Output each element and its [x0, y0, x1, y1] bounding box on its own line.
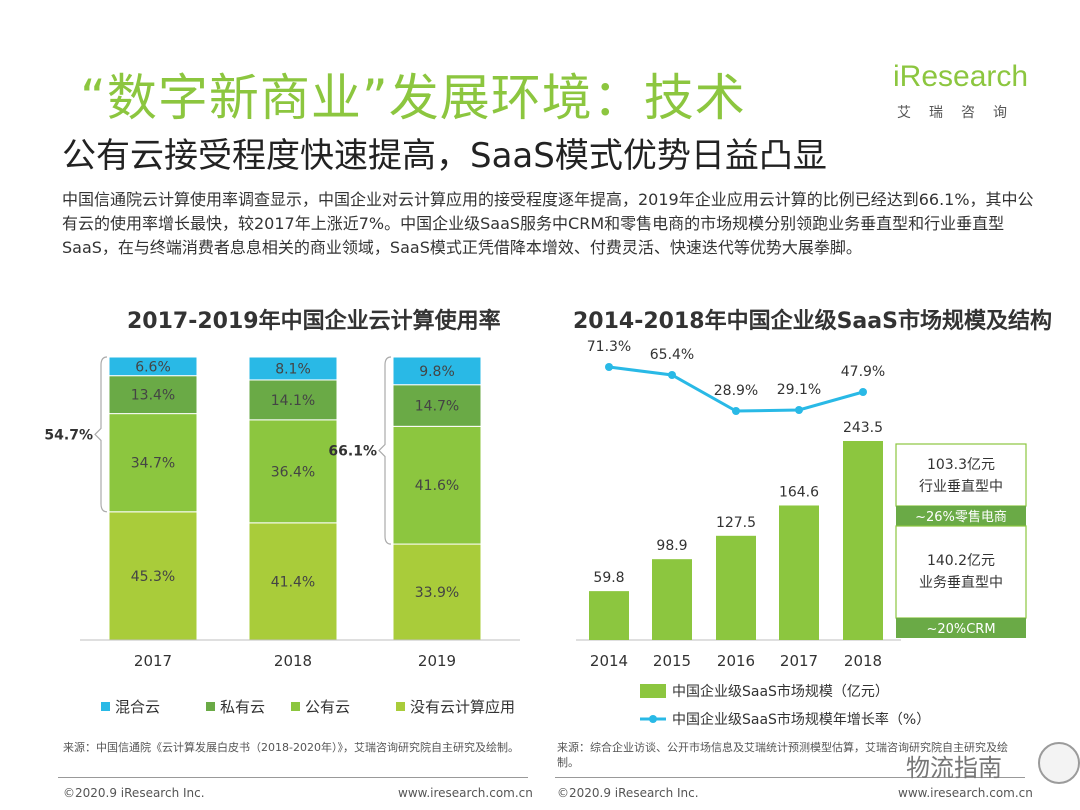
data-label: 41.4%: [271, 574, 315, 590]
source-right: 来源：综合企业访谈、公开市场信息及艾瑞统计预测模型估算，艾瑞咨询研究院自主研究及…: [557, 741, 1008, 769]
url-left[interactable]: www.iresearch.com.cn: [398, 786, 533, 800]
bar-segment: [392, 384, 482, 427]
growth-rate-point: [732, 407, 740, 415]
growth-rate-label: 28.9%: [714, 383, 758, 399]
footer-divider-left: [58, 777, 528, 778]
breakdown-value: 103.3亿元: [927, 457, 995, 473]
x-tick-label: 2019: [418, 652, 456, 670]
breakdown-share-bar: [896, 506, 1026, 526]
market-size-bar: [716, 535, 756, 640]
x-tick-label: 2018: [274, 652, 312, 670]
x-tick-label: 2017: [780, 652, 818, 670]
bracket-label: 66.1%: [328, 444, 377, 460]
bracket-line: [378, 356, 392, 545]
iresearch-logo: iResearch 艾瑞咨询: [893, 60, 1033, 130]
bar-segment: [248, 419, 338, 524]
watermark-logo-icon: [1038, 742, 1080, 784]
bar-segment: [392, 356, 482, 386]
bar-segment: [108, 511, 198, 641]
legend-label: 私有云: [220, 698, 265, 716]
breakdown-value: 140.2亿元: [927, 553, 995, 569]
legend-swatch: [206, 702, 215, 711]
legend-swatch: [640, 684, 666, 698]
data-label: 14.7%: [415, 399, 459, 415]
bar-value-label: 127.5: [716, 515, 756, 531]
data-label: 34.7%: [131, 456, 175, 472]
copyright-right: ©2020.9 iResearch Inc.: [557, 786, 699, 800]
x-tick-label: 2015: [653, 652, 691, 670]
bar-segment: [108, 375, 198, 415]
legend-marker: [649, 715, 657, 723]
data-label: 6.6%: [135, 359, 171, 375]
data-label: 14.1%: [271, 393, 315, 409]
growth-rate-label: 65.4%: [650, 347, 694, 363]
breakdown-share-label: ~26%零售电商: [915, 509, 1007, 525]
copyright-left: ©2020.9 iResearch Inc.: [63, 786, 205, 800]
bar-segment: [248, 356, 338, 381]
market-size-bar: [779, 505, 819, 640]
bar-value-label: 98.9: [656, 538, 687, 554]
intro-paragraph: 中国信通院云计算使用率调查显示，中国企业对云计算应用的接受程度逐年提高，2019…: [62, 190, 1034, 257]
breakdown-label: 行业垂直型中: [919, 478, 1003, 495]
bracket-label: 54.7%: [44, 427, 93, 443]
legend-swatch: [396, 702, 405, 711]
market-size-bar: [589, 591, 629, 640]
data-label: 41.6%: [415, 478, 459, 494]
page-title: “数字新商业”发展环境：技术: [80, 69, 746, 127]
url-right[interactable]: www.iresearch.com.cn: [898, 786, 1033, 800]
x-tick-label: 2017: [134, 652, 172, 670]
legend-swatch: [291, 702, 300, 711]
source-left: 来源：中国信通院《云计算发展白皮书（2018-2020年）》，艾瑞咨询研究院自主…: [63, 741, 519, 754]
legend-label: 中国企业级SaaS市场规模（亿元）: [672, 683, 889, 700]
x-tick-label: 2016: [717, 652, 755, 670]
market-size-bar: [843, 441, 883, 640]
data-label: 13.4%: [131, 388, 175, 404]
growth-rate-label: 47.9%: [841, 364, 885, 380]
legend-label: 没有云计算应用: [410, 698, 515, 716]
breakdown-share-bar: [896, 618, 1026, 638]
chart2-title: 2014-2018年中国企业级SaaS市场规模及结构: [573, 309, 1052, 334]
bar-segment: [392, 425, 482, 545]
x-tick-label: 2014: [590, 652, 628, 670]
bar-segment: [108, 356, 198, 377]
growth-rate-point: [795, 406, 803, 414]
bar-value-label: 59.8: [593, 570, 624, 586]
breakdown-share-label: ~20%CRM: [926, 622, 995, 637]
legend-label: 公有云: [305, 698, 350, 716]
breakdown-box-top: [895, 443, 1027, 507]
growth-rate-label: 71.3%: [587, 339, 631, 355]
breakdown-box-bottom: [895, 525, 1027, 619]
data-label: 9.8%: [419, 364, 455, 380]
watermark-text: 物流指南: [906, 754, 1002, 782]
bar-value-label: 164.6: [779, 484, 819, 500]
legend-swatch: [101, 702, 110, 711]
data-label: 8.1%: [275, 361, 311, 377]
legend-label: 中国企业级SaaS市场规模年增长率（%）: [672, 711, 930, 728]
logo-text: iResearch: [893, 60, 1029, 93]
page-subtitle: 公有云接受程度快速提高，SaaS模式优势日益凸显: [62, 136, 827, 176]
growth-rate-point: [668, 371, 676, 379]
bar-value-label: 243.5: [843, 420, 883, 436]
bracket-line: [94, 356, 108, 513]
legend-label: 混合云: [115, 698, 160, 716]
breakdown-label: 业务垂直型中: [919, 574, 1003, 591]
data-label: 45.3%: [131, 569, 175, 585]
x-tick-label: 2018: [844, 652, 882, 670]
market-size-bar: [652, 559, 692, 640]
logo-subtext: 艾瑞咨询: [897, 105, 1025, 121]
chart1-title: 2017-2019年中国企业云计算使用率: [127, 309, 501, 334]
data-label: 36.4%: [271, 464, 315, 480]
data-label: 33.9%: [415, 585, 459, 601]
growth-rate-point: [605, 363, 613, 371]
saas-market-combo-chart: 59.8 2014 98.9 2015 127.5 2016 164.6 2017 243.5 2…: [576, 339, 1027, 728]
cloud-usage-stacked-bar-chart: 45.3% 34.7% 13.4% 6.6% 2017 41.4% 36.4% 14.1% 8.…: [44, 356, 520, 716]
bar-segment: [248, 379, 338, 421]
footer-divider-right: [555, 777, 1025, 778]
growth-rate-point: [859, 388, 867, 396]
growth-rate-label: 29.1%: [777, 382, 821, 398]
